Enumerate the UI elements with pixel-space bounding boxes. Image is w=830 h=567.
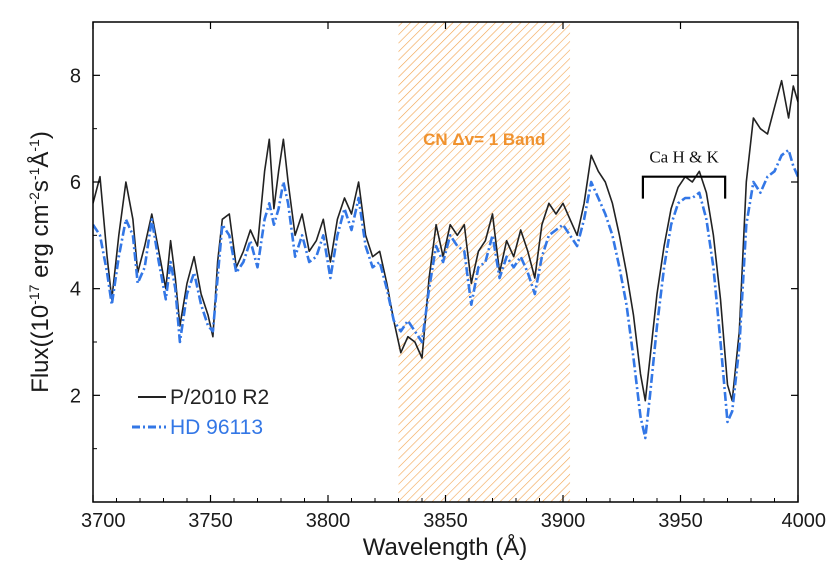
ca-hk-label: Ca H & K bbox=[649, 148, 719, 167]
x-axis-title: Wavelength (Å) bbox=[363, 533, 528, 561]
y-tick-label: 6 bbox=[70, 172, 81, 194]
x-tick-label: 3900 bbox=[541, 510, 586, 532]
x-tick-label: 4000 bbox=[782, 510, 827, 532]
legend: P/2010 R2 HD 96113 bbox=[132, 386, 269, 439]
x-tick-label: 3850 bbox=[423, 510, 468, 532]
legend-label-hd96113: HD 96113 bbox=[170, 416, 263, 439]
legend-label-p2010r2: P/2010 R2 bbox=[170, 386, 269, 409]
x-tick-label: 3700 bbox=[81, 510, 126, 532]
series-line-hd96113 bbox=[93, 148, 798, 440]
y-axis: 2 4 6 8 bbox=[70, 65, 798, 450]
cn-band-label: CN Δv= 1 Band bbox=[423, 130, 545, 149]
ca-hk-bracket bbox=[641, 175, 727, 199]
x-tick-label: 3950 bbox=[658, 510, 703, 532]
x-tick-label: 3800 bbox=[306, 510, 351, 532]
y-axis-title: Flux((10-17 erg cm-2s-1Å-1) bbox=[26, 131, 54, 393]
y-tick-label: 8 bbox=[70, 65, 81, 87]
series-line-p2010r2 bbox=[93, 79, 798, 402]
y-tick-label: 4 bbox=[70, 279, 81, 301]
y-tick-label: 2 bbox=[70, 385, 81, 407]
x-tick-label: 3750 bbox=[188, 510, 233, 532]
cn-band-shading bbox=[398, 22, 571, 502]
x-axis: 3700 3750 3800 3850 3900 3950 4000 bbox=[81, 22, 826, 532]
